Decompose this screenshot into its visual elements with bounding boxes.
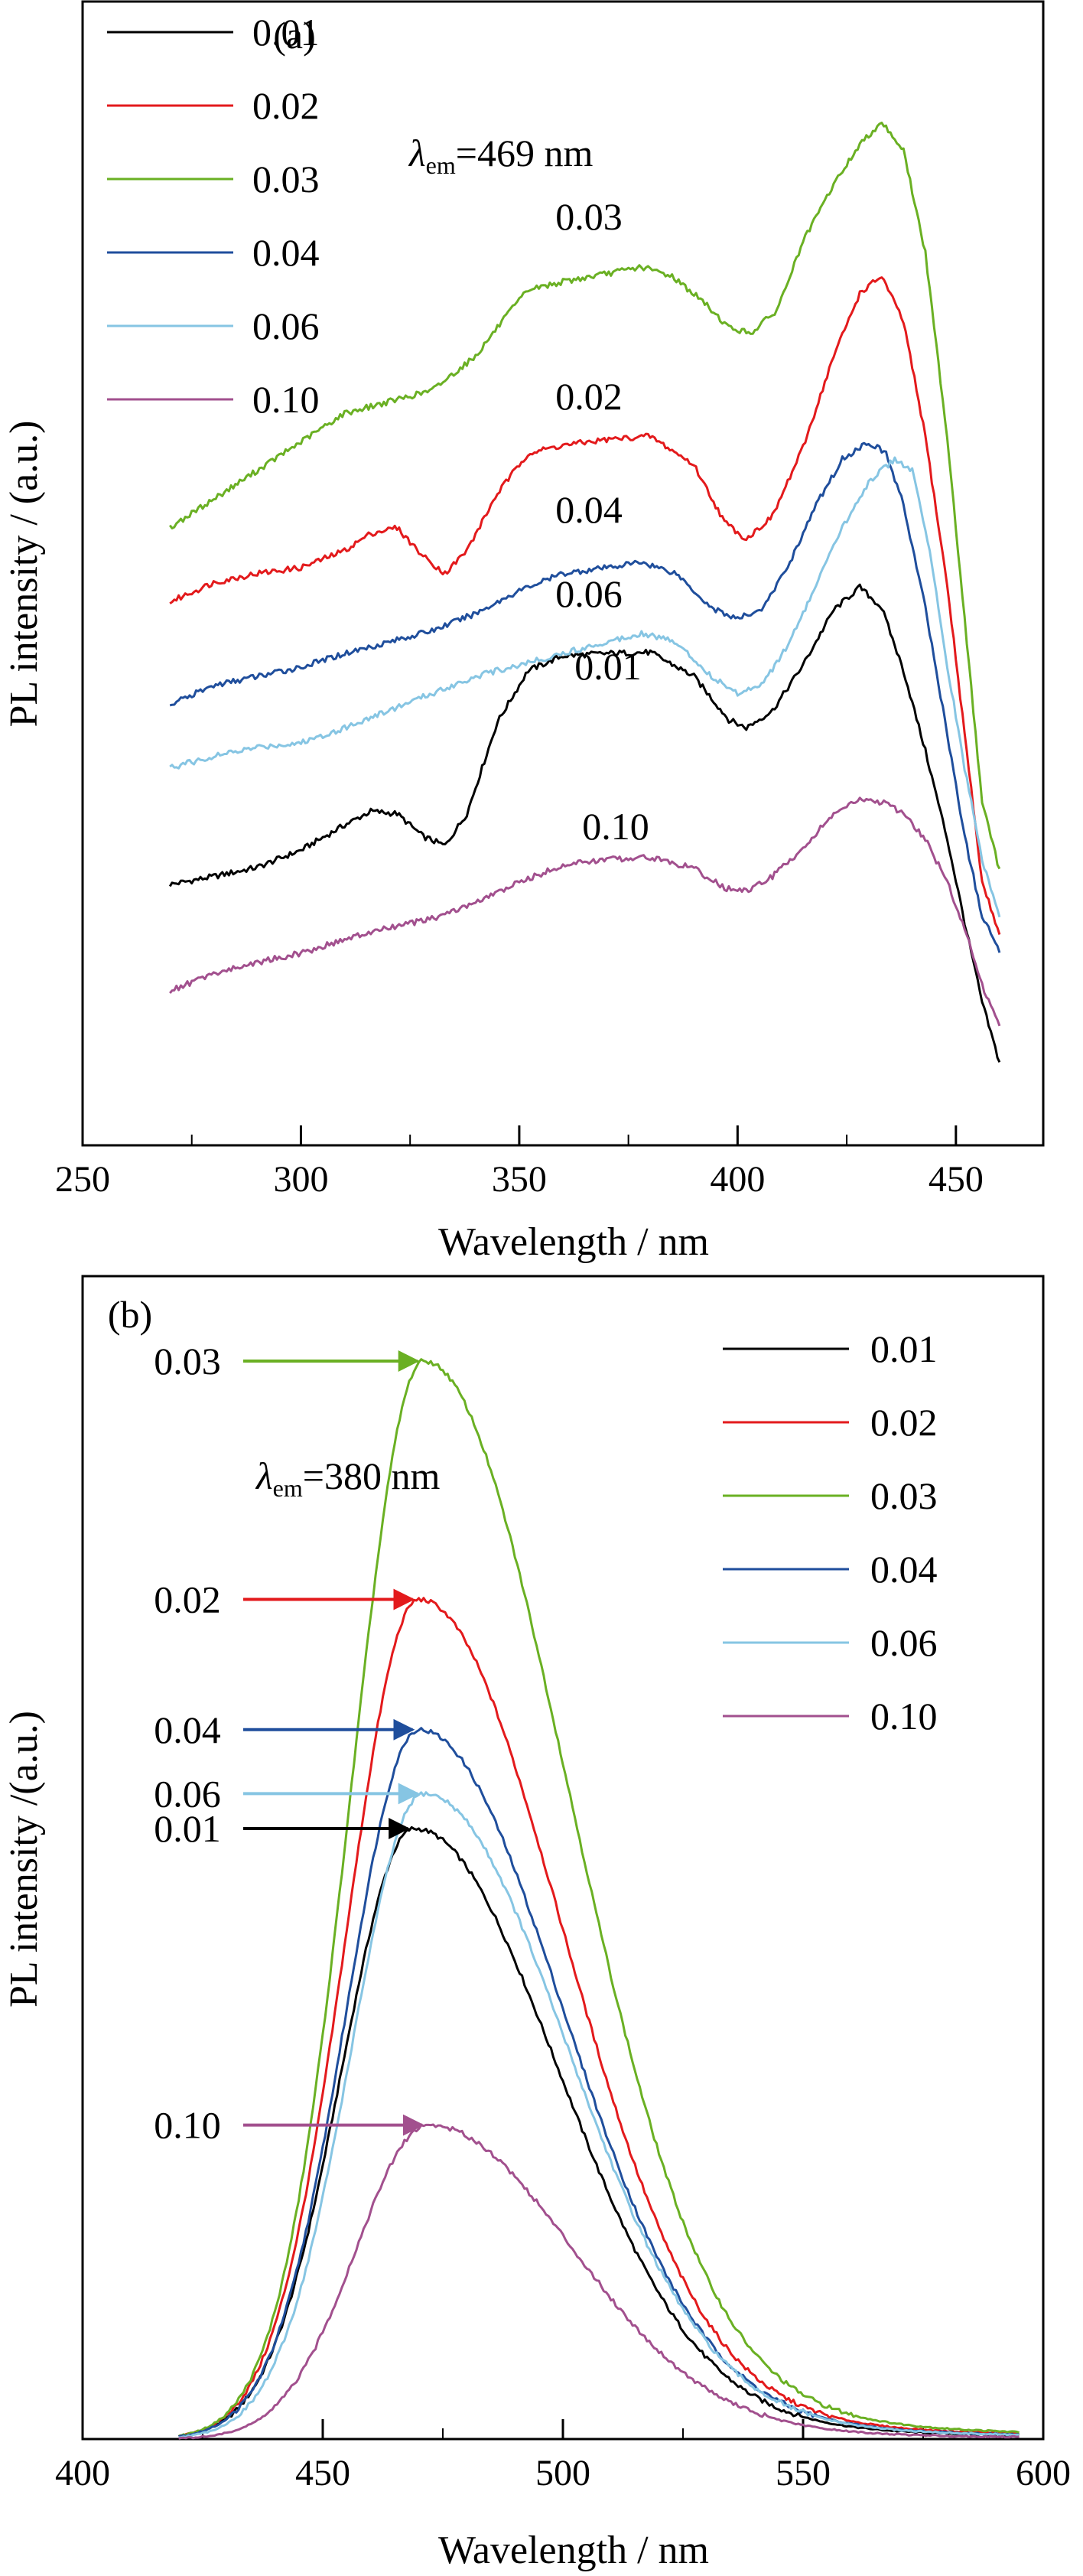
series-line-a-0.06 bbox=[169, 456, 1001, 918]
panel-label-a: (a) bbox=[273, 14, 316, 57]
curve-label-a: 0.01 bbox=[574, 645, 642, 688]
series-line-b-0.01 bbox=[177, 1825, 1020, 2438]
legend-label-b: 0.02 bbox=[870, 1401, 938, 1444]
series-line-b-0.03 bbox=[178, 1358, 1020, 2438]
annotation-text-a: =469 nm bbox=[456, 132, 594, 174]
peak-label: 0.06 bbox=[154, 1772, 221, 1815]
x-axis-label-b: Wavelength / nm bbox=[438, 2529, 709, 2572]
plot-lines-a bbox=[168, 121, 1001, 1063]
peak-arrows-b: 0.01 0.02 0.03 0.04 0.06 0.10 bbox=[154, 1340, 424, 2147]
legend-label-b: 0.10 bbox=[870, 1695, 938, 1737]
annotation-text-b: =380 nm bbox=[303, 1454, 441, 1497]
plot-frame-a bbox=[81, 0, 1045, 1147]
legend-label-b: 0.04 bbox=[870, 1548, 938, 1591]
plot-lines-b bbox=[177, 1358, 1020, 2440]
annotation-symbol-b: λ bbox=[255, 1454, 273, 1497]
panel-label-b: (b) bbox=[108, 1293, 152, 1336]
x-axis-ticks-a: 250 300 350 400 450 bbox=[55, 1125, 984, 1200]
annotation-subscript-a: em bbox=[426, 151, 456, 179]
x-tick-label-b: 450 bbox=[295, 2453, 350, 2493]
x-tick-label-b: 600 bbox=[1016, 2453, 1071, 2493]
curve-label-a: 0.10 bbox=[582, 805, 649, 848]
legend-label-a: 0.03 bbox=[252, 158, 320, 200]
annotation-subscript-b: em bbox=[273, 1474, 303, 1502]
annotation-b: λem=380 nm bbox=[255, 1454, 440, 1502]
curve-label-a: 0.06 bbox=[555, 572, 623, 615]
annotation-symbol-a: λ bbox=[408, 132, 426, 174]
legend-label-a: 0.02 bbox=[252, 84, 320, 127]
legend-b: 0.01 0.02 0.03 0.04 0.06 0.10 bbox=[723, 1327, 938, 1737]
legend-label-b: 0.03 bbox=[870, 1474, 938, 1517]
peak-label: 0.10 bbox=[154, 2104, 221, 2147]
x-tick-label-a: 250 bbox=[55, 1159, 110, 1200]
y-axis-label-b: PL intensity /(a.u.) bbox=[2, 1711, 46, 2008]
legend-label-a: 0.06 bbox=[252, 304, 320, 347]
x-tick-label-a: 300 bbox=[273, 1159, 328, 1200]
series-line-b-0.06 bbox=[178, 1791, 1020, 2439]
series-line-a-0.04 bbox=[169, 441, 1001, 953]
peak-label: 0.02 bbox=[154, 1578, 221, 1621]
annotation-a: λem=469 nm bbox=[408, 132, 593, 179]
curve-label-a: 0.04 bbox=[555, 488, 623, 531]
x-axis-ticks-b: 400 450 500 550 600 bbox=[55, 2419, 1071, 2493]
legend-label-a: 0.04 bbox=[252, 231, 320, 274]
panel-a: 250 300 350 400 450 0.01 0.02 0.03 0.04 0.06 0.10… bbox=[2, 0, 1045, 1264]
x-tick-label-a: 350 bbox=[492, 1159, 547, 1200]
peak-label: 0.01 bbox=[154, 1807, 221, 1850]
series-line-a-0.10 bbox=[169, 796, 1001, 1027]
x-tick-label-b: 400 bbox=[55, 2453, 110, 2493]
curve-labels-a: 0.01 0.02 0.03 0.04 0.06 0.10 bbox=[555, 195, 649, 848]
x-axis-label-a: Wavelength / nm bbox=[438, 1220, 709, 1264]
peak-label: 0.03 bbox=[154, 1340, 221, 1382]
curve-label-a: 0.03 bbox=[555, 195, 623, 238]
x-tick-label-a: 400 bbox=[710, 1159, 765, 1200]
series-line-a-0.02 bbox=[169, 276, 1001, 935]
series-line-b-0.10 bbox=[178, 2123, 1020, 2440]
y-axis-label-a: PL intensity / (a.u.) bbox=[2, 420, 46, 727]
x-tick-label-b: 550 bbox=[776, 2453, 831, 2493]
peak-label: 0.04 bbox=[154, 1708, 221, 1751]
legend-label-b: 0.01 bbox=[870, 1327, 938, 1370]
x-tick-label-a: 450 bbox=[929, 1159, 984, 1200]
legend-a: 0.01 0.02 0.03 0.04 0.06 0.10 bbox=[107, 11, 320, 421]
series-line-a-0.01 bbox=[168, 583, 1001, 1063]
series-line-a-0.03 bbox=[168, 121, 1001, 870]
series-line-b-0.04 bbox=[178, 1727, 1020, 2438]
x-tick-label-b: 500 bbox=[535, 2453, 590, 2493]
series-line-b-0.02 bbox=[178, 1597, 1020, 2438]
legend-label-a: 0.01 bbox=[252, 11, 320, 54]
panel-b: 400 450 500 550 600 0.01 0.02 0.03 0.04 0.06 0.10… bbox=[2, 1275, 1071, 2572]
curve-label-a: 0.02 bbox=[555, 375, 623, 418]
legend-label-a: 0.10 bbox=[252, 378, 320, 421]
plot-frame-b bbox=[81, 1275, 1045, 2441]
legend-label-b: 0.06 bbox=[870, 1621, 938, 1664]
